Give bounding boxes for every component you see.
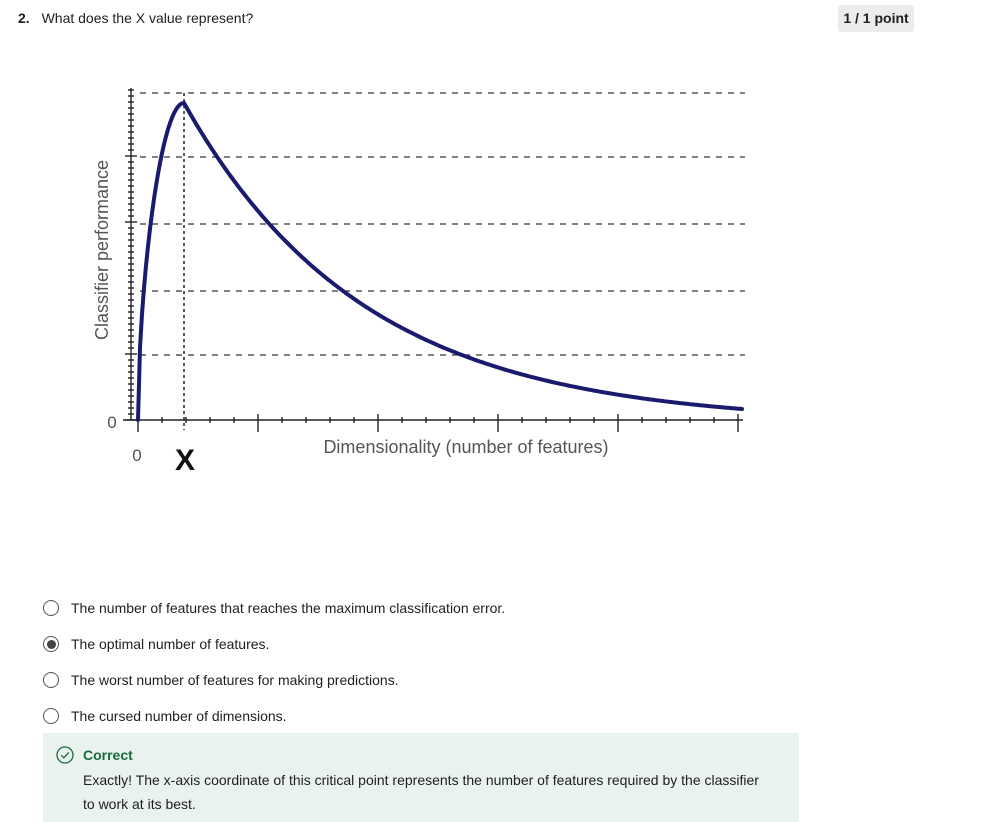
x-axis bbox=[123, 414, 743, 432]
y-zero-label: 0 bbox=[107, 413, 116, 432]
question-header: 2. What does the X value represent? bbox=[18, 9, 253, 27]
feedback-explanation: Exactly! The x-axis coordinate of this c… bbox=[83, 772, 759, 812]
radio-unselected-icon[interactable] bbox=[43, 600, 59, 616]
y-axis-label: Classifier performance bbox=[92, 160, 112, 340]
option-worst-features[interactable]: The worst number of features for making … bbox=[43, 662, 505, 698]
x-zero-label: 0 bbox=[132, 446, 141, 465]
x-axis-label: Dimensionality (number of features) bbox=[323, 437, 608, 457]
performance-curve bbox=[136, 100, 744, 422]
radio-unselected-icon[interactable] bbox=[43, 708, 59, 724]
points-badge: 1 / 1 point bbox=[838, 5, 914, 32]
option-max-error[interactable]: The number of features that reaches the … bbox=[43, 590, 505, 626]
feedback-panel: Correct Exactly! The x-axis coordinate o… bbox=[43, 733, 799, 822]
horizontal-gridlines bbox=[140, 92, 745, 356]
option-cursed-dimensions[interactable]: The cursed number of dimensions. bbox=[43, 698, 505, 734]
radio-selected-icon[interactable] bbox=[43, 636, 59, 652]
feedback-status: Correct bbox=[83, 747, 133, 763]
answer-options: The number of features that reaches the … bbox=[43, 590, 505, 734]
option-label: The cursed number of dimensions. bbox=[71, 708, 287, 724]
curse-of-dimensionality-figure: Classifier performance 0 0 X Dimensional… bbox=[92, 88, 745, 477]
radio-unselected-icon[interactable] bbox=[43, 672, 59, 688]
check-circle-icon bbox=[56, 746, 74, 764]
question-number: 2. bbox=[18, 10, 30, 26]
option-label: The number of features that reaches the … bbox=[71, 600, 506, 616]
option-label: The optimal number of features. bbox=[71, 636, 270, 652]
option-label: The worst number of features for making … bbox=[71, 672, 399, 688]
y-axis bbox=[125, 88, 137, 421]
question-text: What does the X value represent? bbox=[41, 10, 254, 26]
x-marker-label: X bbox=[175, 444, 195, 477]
option-optimal-features[interactable]: The optimal number of features. bbox=[43, 626, 505, 662]
